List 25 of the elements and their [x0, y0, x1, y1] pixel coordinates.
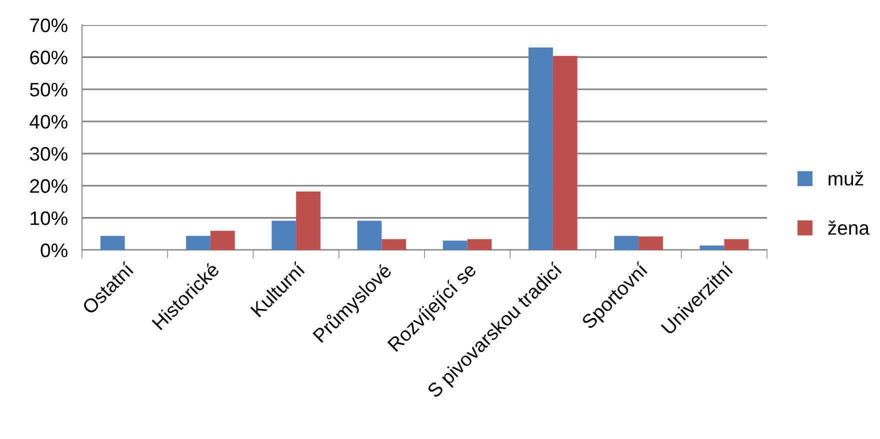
bar: [700, 246, 724, 250]
bar: [210, 230, 235, 250]
bar: [614, 236, 639, 250]
legend-label: žena: [828, 220, 870, 235]
y-tick-label: 20%: [30, 179, 68, 193]
y-tick-label: 30%: [30, 147, 68, 161]
bar: [638, 236, 663, 250]
bar: [357, 220, 382, 250]
y-tick-label: 70%: [30, 18, 68, 32]
bar: [272, 220, 296, 250]
bar: [552, 56, 578, 250]
bar: [442, 240, 468, 250]
bar: [467, 239, 492, 250]
bar: [724, 239, 749, 250]
y-tick-label: 10%: [30, 211, 68, 226]
y-tick-label: 60%: [30, 50, 68, 64]
bar: [528, 48, 553, 250]
legend-label: muž: [828, 171, 864, 186]
bar: [296, 192, 320, 250]
bar: [186, 236, 210, 250]
bar: [100, 236, 125, 250]
bar: [382, 239, 406, 250]
y-tick-label: 50%: [30, 82, 68, 97]
y-tick-label: 40%: [30, 114, 68, 129]
y-tick-label: 0%: [40, 243, 68, 258]
